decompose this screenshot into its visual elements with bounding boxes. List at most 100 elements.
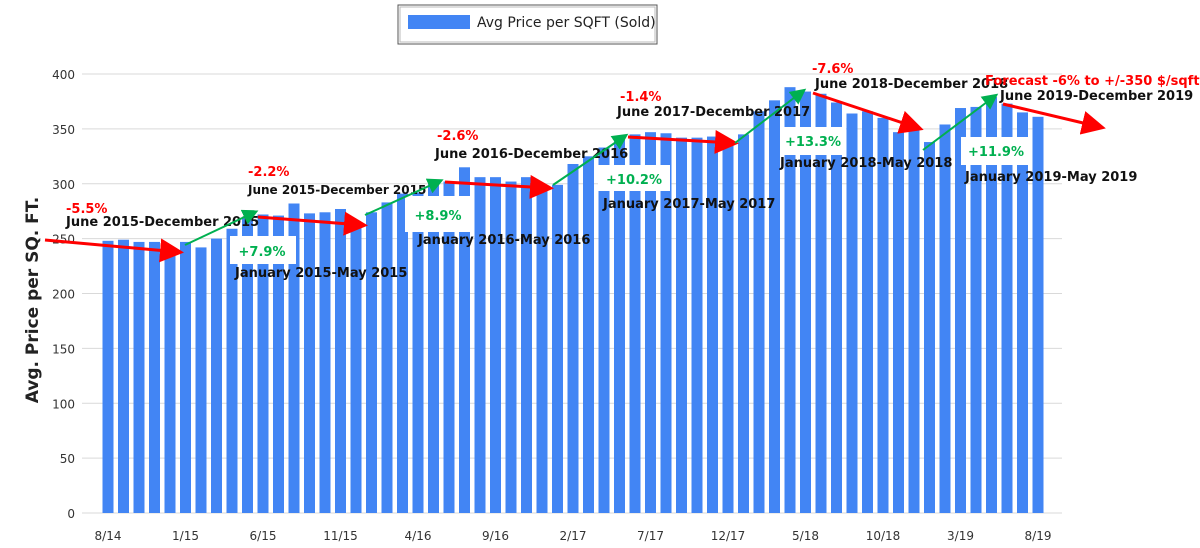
bar	[381, 202, 393, 513]
decline-arrow	[627, 129, 739, 154]
bar	[257, 214, 269, 514]
bar	[815, 93, 827, 513]
y-tick-label: 0	[67, 507, 75, 521]
decline-arrow	[812, 91, 924, 134]
bar	[1017, 112, 1028, 513]
x-tick-label: 2/17	[560, 529, 587, 543]
annotation-percent: -1.4%	[620, 90, 661, 105]
bar	[149, 241, 160, 514]
bar	[459, 167, 470, 513]
bar	[970, 106, 982, 514]
annotation-percent: -2.6%	[437, 129, 478, 144]
bar	[1032, 116, 1044, 514]
bar	[102, 240, 114, 513]
bar	[350, 222, 362, 513]
bar	[893, 132, 904, 514]
x-tick-label: 3/19	[947, 529, 974, 543]
y-tick-label: 100	[52, 397, 75, 411]
annotation-period: January 2018-May 2018	[779, 156, 952, 171]
x-tick-label: 4/16	[405, 529, 432, 543]
x-tick-label: 5/18	[792, 529, 819, 543]
bar	[908, 126, 920, 514]
x-tick-label: 11/15	[323, 529, 358, 543]
growth-arrow	[184, 209, 259, 246]
bar	[645, 132, 656, 514]
bar	[180, 241, 191, 514]
annotation-percent: -7.6%	[812, 62, 853, 77]
y-tick-label: 200	[52, 288, 75, 302]
x-tick-label: 9/16	[482, 529, 509, 543]
growth-arrow	[364, 178, 444, 216]
x-tick-label: 8/19	[1025, 529, 1052, 543]
bar	[226, 228, 238, 513]
bar	[800, 91, 811, 513]
annotation-period: January 2017-May 2017	[602, 197, 775, 212]
legend-swatch	[408, 15, 470, 29]
bar	[118, 239, 129, 513]
bar	[304, 213, 315, 513]
bar	[862, 111, 873, 513]
annotation-percent: +11.9%	[968, 145, 1024, 160]
annotation-percent: +13.3%	[785, 135, 841, 150]
bar	[924, 142, 935, 514]
bar	[877, 117, 889, 514]
annotation-period: January 2016-May 2016	[417, 233, 590, 248]
bar	[211, 238, 222, 513]
x-tick-label: 8/14	[95, 529, 122, 543]
annotation-period: June 2017-December 2017	[616, 105, 810, 120]
bar	[1001, 103, 1013, 513]
bar	[335, 208, 346, 513]
bar	[955, 108, 966, 514]
y-tick-label: 350	[52, 123, 75, 137]
bar	[707, 136, 718, 513]
bar	[288, 203, 300, 513]
bar	[242, 217, 253, 513]
y-tick-label: 150	[52, 342, 75, 356]
annotation-box	[598, 165, 670, 191]
annotation-percent: +7.9%	[239, 245, 286, 260]
annotation-box	[780, 127, 846, 155]
annotation-percent: +8.9%	[415, 209, 462, 224]
bar	[474, 177, 486, 514]
decline-arrow	[257, 211, 368, 236]
legend: Avg Price per SQFT (Sold)	[397, 4, 658, 45]
annotation-period: June 2015-December 2015	[65, 215, 259, 230]
annotation-period: January 2015-May 2015	[234, 266, 407, 281]
bar	[505, 181, 517, 513]
bar	[629, 134, 641, 514]
y-tick-label: 300	[52, 178, 75, 192]
annotation-period: June 2016-December 2016	[434, 147, 628, 162]
x-tick-label: 6/15	[250, 529, 277, 543]
bar	[428, 181, 439, 513]
bar	[676, 137, 687, 513]
bar	[660, 133, 672, 513]
bar	[784, 87, 796, 514]
bar	[273, 215, 284, 513]
y-tick-label: 400	[52, 68, 75, 82]
bar	[536, 187, 548, 514]
annotation-percent: Forecast -6% to +/-350 $/sqft	[985, 74, 1200, 89]
bar	[164, 252, 176, 513]
growth-arrow	[734, 88, 807, 144]
annotation-period: June 2019-December 2019	[999, 89, 1193, 104]
decline-arrow	[1002, 102, 1106, 135]
annotation-percent: +10.2%	[606, 173, 662, 188]
decline-arrow	[44, 238, 184, 263]
bar	[614, 139, 625, 513]
bar	[366, 212, 377, 513]
annotation-period: June 2015-December 2015	[247, 183, 426, 197]
bar	[939, 124, 951, 514]
annotation-period: January 2019-May 2019	[964, 170, 1137, 185]
bar	[986, 97, 997, 514]
x-tick-label: 10/18	[866, 529, 901, 543]
x-tick-label: 1/15	[172, 529, 199, 543]
bar	[598, 147, 610, 513]
bar	[319, 212, 331, 513]
annotation-box	[961, 137, 1031, 165]
bar	[521, 177, 532, 514]
bar	[738, 134, 749, 514]
bar	[769, 100, 780, 513]
decline-arrow	[444, 174, 554, 199]
x-tick-label: 7/17	[637, 529, 664, 543]
